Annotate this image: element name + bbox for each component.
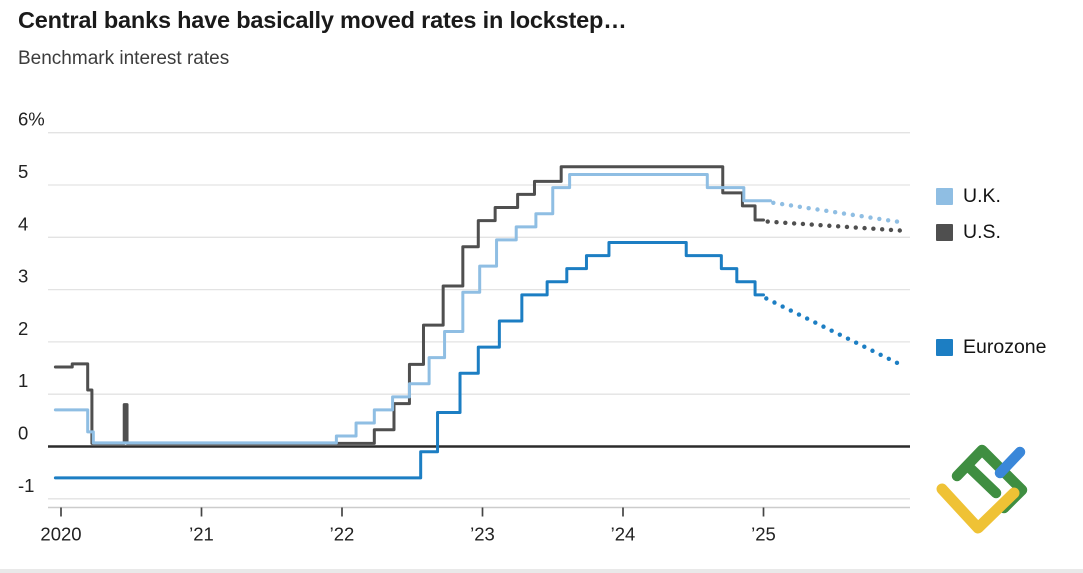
x-tick-label-2024: ’24 xyxy=(611,524,636,545)
us-color-swatch xyxy=(936,223,953,241)
uk-color-swatch xyxy=(936,187,953,205)
uk-rate-line xyxy=(53,173,773,445)
eurozone-color-swatch xyxy=(936,338,953,356)
legend-label-us: U.S. xyxy=(963,220,1001,243)
chart-subtitle: Benchmark interest rates xyxy=(18,48,230,69)
legend-item-eurozone: Eurozone xyxy=(936,335,1046,359)
y-tick-label-5: 5 xyxy=(18,161,28,182)
y-tick-label-4: 4 xyxy=(18,213,28,234)
x-tick-label-2025: ’25 xyxy=(751,524,776,545)
chart-title: Central banks have basically moved rates… xyxy=(18,7,627,33)
logo-yellow-stroke xyxy=(936,483,1020,534)
x-tick-label-2023: ’23 xyxy=(470,524,495,545)
x-tick-label-2022: ’22 xyxy=(330,524,355,545)
eurozone-projection-dots xyxy=(764,296,900,366)
y-tick-label-3: 3 xyxy=(18,266,28,287)
logo-green-inner-stroke xyxy=(965,463,1002,499)
us-rate-line xyxy=(53,165,765,445)
logo-blue-stroke xyxy=(994,446,1026,479)
x-tick-label-2020: 2020 xyxy=(40,524,81,545)
legend-label-uk: U.K. xyxy=(963,184,1001,207)
x-tick-label-2021: ’21 xyxy=(189,524,214,545)
eurozone-rate-line xyxy=(53,241,765,480)
bottom-divider xyxy=(0,569,1083,573)
legend-item-us: U.S. xyxy=(936,220,1001,244)
legend-item-uk: U.K. xyxy=(936,184,1001,208)
legend-label-eurozone: Eurozone xyxy=(963,335,1047,358)
y-tick-label-1: 1 xyxy=(18,370,28,391)
us-projection-dots xyxy=(765,219,902,233)
y-tick-label-0: 0 xyxy=(18,423,28,444)
y-tick-label-6: 6% xyxy=(18,109,45,130)
litefinance-logo xyxy=(936,444,1028,534)
uk-projection-dots xyxy=(771,200,900,224)
y-tick-label--1: -1 xyxy=(18,475,34,496)
y-tick-label-2: 2 xyxy=(18,318,28,339)
